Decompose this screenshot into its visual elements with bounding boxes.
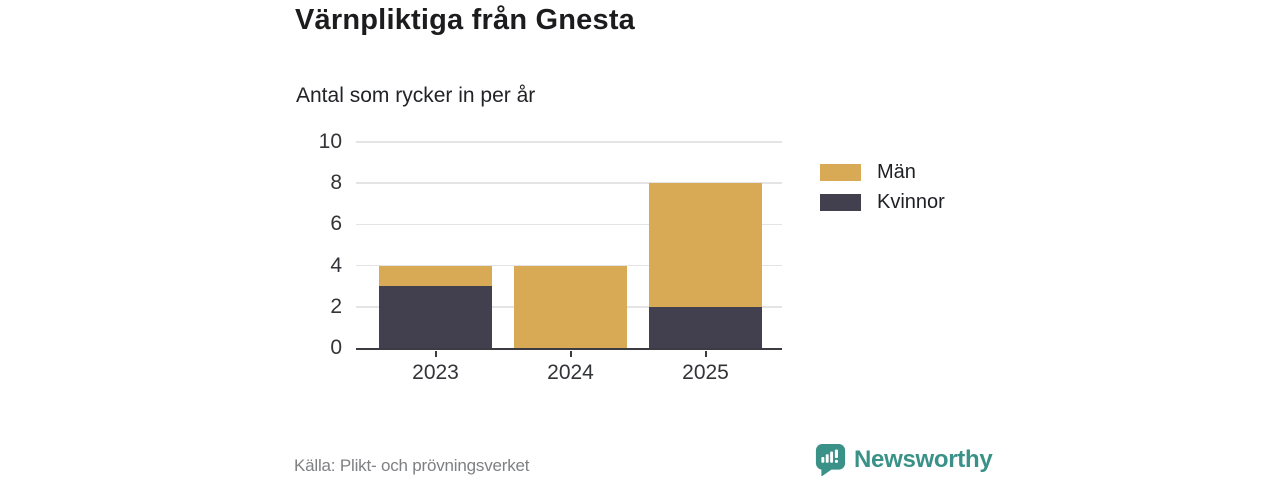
x-tick-2024 [569, 351, 572, 357]
bar-segment-kvinnor-2025 [649, 306, 762, 348]
x-tick-2023 [434, 351, 437, 357]
logo-exclamation-dot [834, 459, 838, 463]
newsworthy-logo-icon [815, 444, 846, 477]
y-tick-label-4: 4 [330, 253, 342, 277]
bar-2023 [379, 265, 492, 348]
gridline-8 [356, 182, 782, 184]
brand-logo: Newsworthy [815, 443, 993, 477]
legend-label-män: Män [877, 160, 916, 183]
gridline-6 [356, 223, 782, 226]
x-axis: 2023 2024 2025 [356, 350, 782, 396]
y-tick-label-10: 10 [318, 130, 342, 153]
logo-bars [821, 449, 838, 463]
legend-swatch-kvinnor [820, 193, 861, 211]
x-tick-label-2024: 2024 [547, 361, 594, 384]
y-tick-label-8: 8 [330, 171, 342, 195]
bar-segment-kvinnor-2023 [379, 286, 492, 348]
y-tick-label-2: 2 [330, 294, 342, 318]
bar-2025 [649, 183, 762, 348]
legend-swatch-män [820, 163, 861, 181]
bar-segment-män-2025 [649, 183, 762, 307]
logo-exclamation-bar [834, 449, 838, 459]
bar-segment-män-2024 [514, 265, 627, 348]
y-tick-label-0: 0 [330, 336, 342, 359]
y-tick-label-6: 6 [330, 212, 342, 236]
y-axis-labels: 0 2 4 6 8 10 [290, 130, 342, 359]
source-note: Källa: Plikt- och prövningsverket [294, 456, 530, 475]
x-tick-label-2025: 2025 [682, 361, 729, 384]
chart-subtitle: Antal som rycker in per år [296, 84, 536, 107]
x-tick-2025 [704, 351, 707, 357]
brand-name: Newsworthy [854, 446, 993, 473]
legend: Män Kvinnor [820, 160, 945, 223]
chart-title: Värnpliktiga från Gnesta [295, 4, 635, 36]
gridline-4 [356, 264, 782, 267]
legend-label-kvinnor: Kvinnor [877, 190, 945, 213]
bar-segment-män-2023 [379, 265, 492, 287]
x-tick-label-2023: 2023 [412, 361, 459, 384]
gridline-10 [356, 141, 782, 143]
plot-area [356, 141, 782, 350]
legend-item-män: Män [820, 160, 945, 183]
legend-item-kvinnor: Kvinnor [820, 190, 945, 213]
bar-2024 [514, 265, 627, 348]
